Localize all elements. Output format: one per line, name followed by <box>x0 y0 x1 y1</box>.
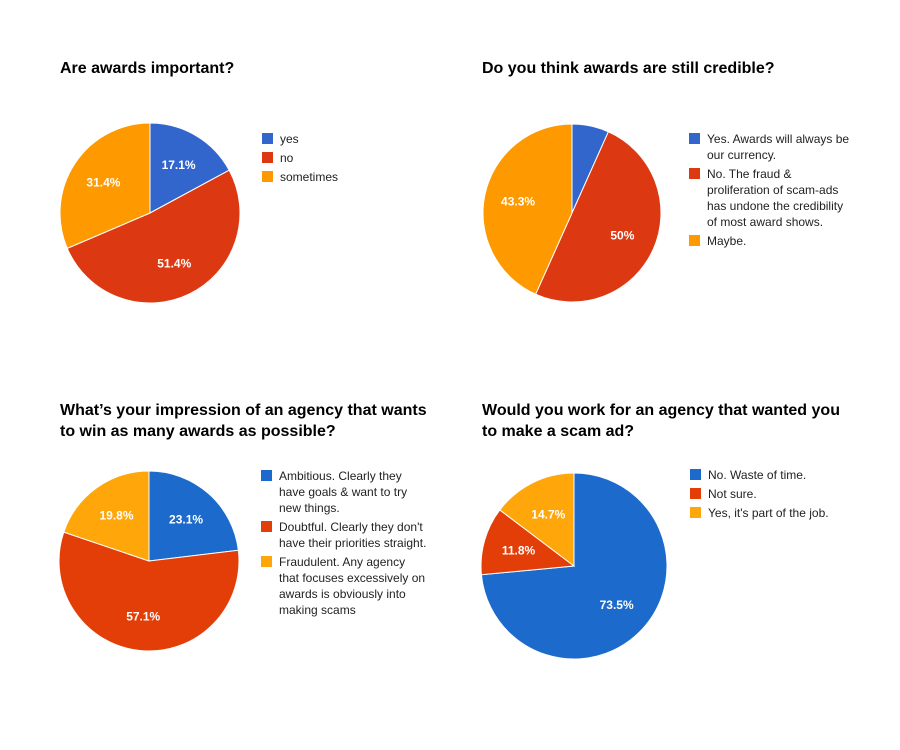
pie-slice <box>480 509 576 576</box>
slice-label: 17.1% <box>162 158 196 172</box>
legend: No. Waste of time. Not sure. Yes, it's par… <box>690 467 856 524</box>
pie-slice <box>149 122 230 214</box>
legend-label: Yes, it's part of the job. <box>708 506 829 520</box>
slice-label: 57.1% <box>126 610 160 624</box>
legend-swatch <box>261 470 272 481</box>
legend-label: Maybe. <box>707 234 747 248</box>
legend-swatch <box>690 507 701 518</box>
legend-label: Fraudulent. Any agency that focuses exce… <box>279 555 426 617</box>
legend-label: Not sure. <box>708 487 757 501</box>
slice-label: 31.4% <box>86 175 120 189</box>
legend-swatch <box>689 235 700 246</box>
pie-slice <box>66 169 241 304</box>
pie-slice <box>148 470 239 562</box>
slice-label: 51.4% <box>157 256 191 270</box>
legend-label: No. The fraud & proliferation of scam-ad… <box>707 167 844 229</box>
legend-item: Maybe. <box>689 233 855 249</box>
legend-item: Ambitious. Clearly they have goals & wan… <box>261 468 427 516</box>
pie-slice <box>499 472 575 568</box>
legend-swatch <box>690 488 701 499</box>
legend-label: sometimes <box>280 170 339 184</box>
slice-label: 43.3% <box>501 194 535 208</box>
legend-swatch <box>262 152 273 163</box>
legend-item: no <box>262 150 428 166</box>
chart-panel-awards-credible: Do you think awards are still credible? … <box>450 0 900 375</box>
pie-slice <box>59 122 151 250</box>
legend-swatch <box>690 469 701 480</box>
slice-label: 11.8% <box>502 543 536 557</box>
legend: Yes. Awards will always be our currency.… <box>689 131 855 252</box>
legend-item: Yes. Awards will always be our currency. <box>689 131 855 163</box>
pie-chart: 17.1% 51.4% 31.4% <box>59 122 241 304</box>
legend-item: sometimes <box>262 169 428 185</box>
chart-panel-scam-ad: Would you work for an agency that wanted… <box>450 375 900 750</box>
legend-label: no <box>280 151 294 165</box>
pie-chart: 73.5% 11.8% 14.7% <box>480 472 668 660</box>
legend-label: Yes. Awards will always be our currency. <box>707 132 850 162</box>
pie-slice <box>58 531 240 652</box>
legend-item: yes <box>262 131 428 147</box>
legend-item: No. Waste of time. <box>690 467 856 483</box>
legend-item: Fraudulent. Any agency that focuses exce… <box>261 554 427 618</box>
slice-label: 50% <box>610 229 634 243</box>
slice-label: 19.8% <box>99 509 133 523</box>
chart-title: Are awards important? <box>60 60 235 77</box>
chart-title: Do you think awards are still credible? <box>482 60 775 77</box>
pie-slice <box>534 131 662 303</box>
legend-item: Doubtful. Clearly they don't have their … <box>261 519 427 551</box>
chart-title: Would you work for an agency that wanted… <box>482 402 840 440</box>
chart-panel-agency-impression: What’s your impression of an agency that… <box>0 375 450 750</box>
legend-label: Doubtful. Clearly they don't have their … <box>279 520 427 550</box>
legend-swatch <box>689 133 700 144</box>
legend-label: No. Waste of time. <box>708 468 807 482</box>
legend-item: Not sure. <box>690 486 856 502</box>
legend-swatch <box>262 171 273 182</box>
legend-swatch <box>261 521 272 532</box>
chart-panel-awards-important: Are awards important? 17.1% 51.4% 31.4% ye… <box>0 0 450 375</box>
pie-slice <box>63 470 150 562</box>
pie-slice <box>482 123 573 295</box>
legend-swatch <box>261 556 272 567</box>
pie-chart: 23.1% 57.1% 19.8% <box>58 470 240 652</box>
legend-swatch <box>689 168 700 179</box>
legend-label: Ambitious. Clearly they have goals & wan… <box>279 469 408 515</box>
legend: Ambitious. Clearly they have goals & wan… <box>261 468 427 621</box>
slice-label: 14.7% <box>531 507 565 521</box>
legend: yes no sometimes <box>262 131 428 188</box>
pie-chart: 50% 43.3% <box>482 123 662 303</box>
slice-label: 73.5% <box>600 598 634 612</box>
legend-item: Yes, it's part of the job. <box>690 505 856 521</box>
chart-title: What’s your impression of an agency that… <box>60 402 427 440</box>
legend-label: yes <box>280 132 299 146</box>
legend-swatch <box>262 133 273 144</box>
legend-item: No. The fraud & proliferation of scam-ad… <box>689 166 855 230</box>
slice-label: 23.1% <box>169 512 203 526</box>
